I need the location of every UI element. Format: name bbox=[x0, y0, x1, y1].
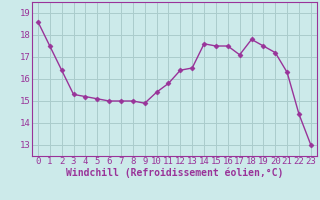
X-axis label: Windchill (Refroidissement éolien,°C): Windchill (Refroidissement éolien,°C) bbox=[66, 168, 283, 178]
